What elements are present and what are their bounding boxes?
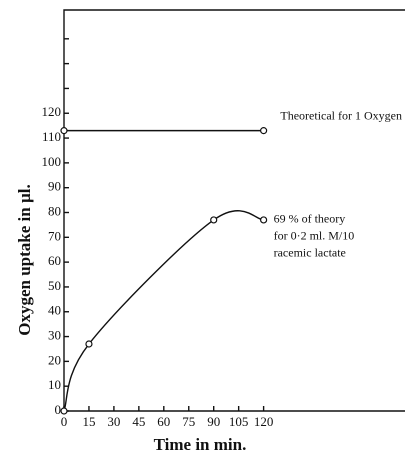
y-axis-label: Oxygen uptake in µl. [15, 184, 34, 336]
y-tick-label: 100 [42, 154, 62, 169]
y-tick-label: 90 [48, 179, 61, 194]
y-tick-label: 20 [48, 352, 61, 367]
y-tick-label: 60 [48, 253, 61, 268]
line [63, 210, 264, 412]
x-tick-label: 45 [132, 414, 145, 429]
point [60, 407, 68, 415]
y-tick-label: 70 [48, 228, 61, 243]
y-tick-label: 10 [48, 377, 61, 392]
y-tick-label: 80 [48, 203, 61, 218]
y-tick-label: 30 [48, 328, 61, 343]
point [85, 340, 93, 348]
y-tick-label: 40 [48, 303, 61, 318]
x-tick-label: 60 [157, 414, 170, 429]
point [60, 127, 68, 135]
y-tick-label: 0 [55, 402, 62, 417]
annotation: for 0·2 ml. M/10 [274, 229, 355, 243]
point [260, 216, 268, 224]
y-tick-label: 50 [48, 278, 61, 293]
series-label: 69 % of theory [274, 212, 346, 226]
annotation: racemic lactate [274, 246, 346, 260]
series-label: Theoretical for 1 Oxygen [280, 108, 402, 122]
x-tick-label: 120 [254, 414, 274, 429]
y-tick-label: 110 [42, 129, 61, 144]
y-tick-label: 120 [42, 104, 62, 119]
x-axis-label: Time in min. [154, 435, 247, 454]
x-tick-label: 0 [61, 414, 68, 429]
x-tick-label: 90 [207, 414, 220, 429]
x-tick-label: 75 [182, 414, 195, 429]
x-tick-label: 105 [229, 414, 249, 429]
point [260, 127, 268, 135]
axes [63, 9, 405, 412]
x-tick-label: 30 [107, 414, 120, 429]
point [210, 216, 218, 224]
x-tick-label: 15 [82, 414, 95, 429]
